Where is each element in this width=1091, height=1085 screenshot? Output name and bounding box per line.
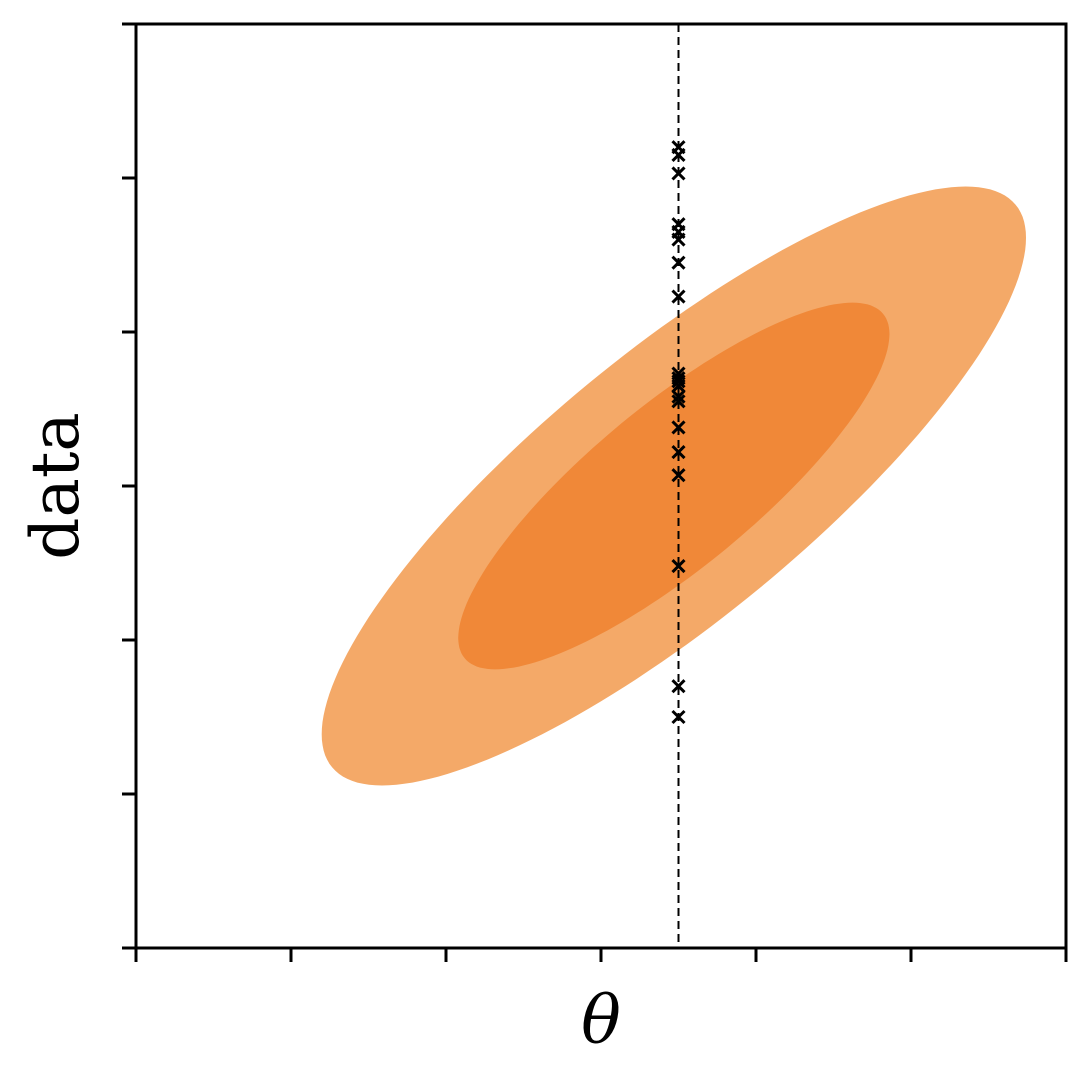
data-point	[671, 468, 686, 483]
x-axis-label: θ	[581, 982, 621, 1059]
data-point	[671, 389, 686, 404]
data-point	[671, 255, 686, 270]
data-point	[671, 378, 686, 393]
points-layer	[671, 140, 686, 725]
data-point	[671, 709, 686, 725]
contour-inner	[458, 302, 890, 670]
data-point	[671, 679, 686, 694]
data-point	[671, 166, 686, 181]
data-point	[671, 445, 686, 460]
data-point	[671, 374, 686, 389]
data-point	[671, 289, 686, 304]
data-point	[671, 147, 686, 162]
data-point	[671, 394, 686, 409]
y-axis-ticks	[122, 22, 136, 950]
data-point	[671, 420, 686, 435]
x-axis-ticks	[134, 948, 1068, 962]
y-axis-label: data	[17, 412, 94, 559]
contour-layer	[321, 186, 1026, 786]
data-point	[671, 559, 686, 574]
data-point	[671, 232, 686, 247]
